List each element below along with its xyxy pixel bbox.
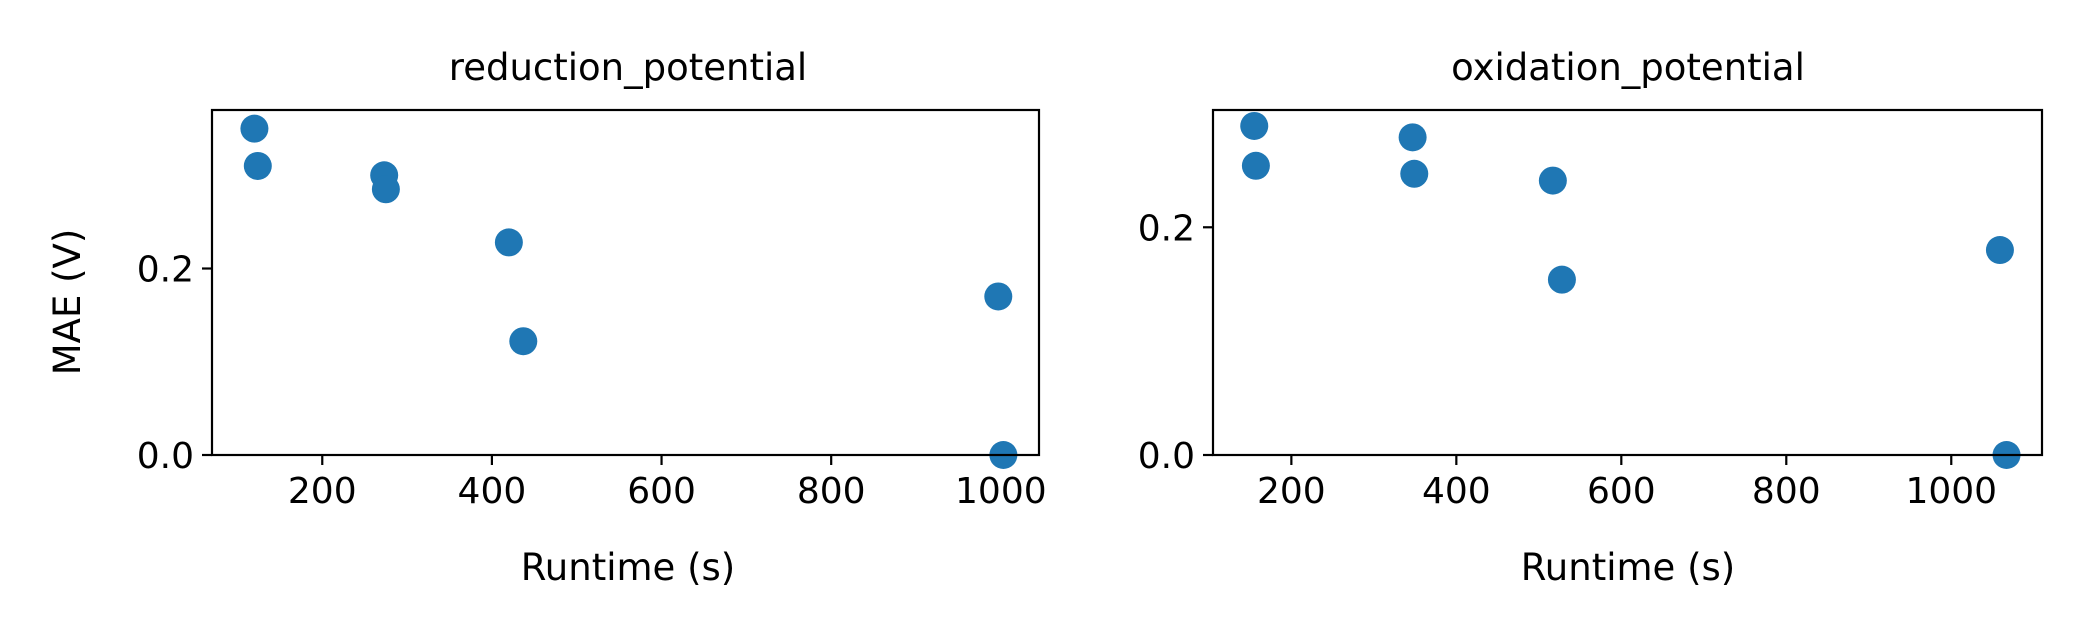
x-tick-label: 400 bbox=[1422, 471, 1491, 512]
x-axis-label: Runtime (s) bbox=[521, 546, 735, 589]
x-tick-label: 600 bbox=[627, 471, 696, 512]
data-point bbox=[1985, 236, 2014, 265]
ticks: 200 400 600 800 1000 0.0 0.2 bbox=[1138, 208, 1997, 512]
x-tick-label: 600 bbox=[1587, 471, 1656, 512]
data-point bbox=[509, 327, 538, 356]
y-tick-label: 0.0 bbox=[137, 436, 194, 477]
x-tick-label: 200 bbox=[1257, 471, 1326, 512]
x-tick-label: 800 bbox=[1752, 471, 1821, 512]
data-point bbox=[1547, 265, 1576, 294]
data-point bbox=[494, 228, 523, 257]
ticks: 200 400 600 800 1000 0.0 0.2 bbox=[137, 250, 1047, 512]
x-tick-label: 200 bbox=[288, 471, 357, 512]
axes-frame bbox=[210, 108, 1041, 457]
data-point bbox=[371, 175, 400, 204]
data-point bbox=[1538, 166, 1567, 195]
panel-reduction-potential: reduction_potential MAE (V) Runtime (s) … bbox=[46, 46, 1047, 589]
data-point bbox=[243, 151, 272, 180]
data-point bbox=[1241, 151, 1270, 180]
y-tick-label: 0.0 bbox=[1138, 436, 1195, 477]
x-tick-label: 800 bbox=[797, 471, 866, 512]
axes-frame bbox=[1211, 108, 2044, 457]
x-tick-label: 1000 bbox=[955, 471, 1047, 512]
panel-title: reduction_potential bbox=[449, 46, 807, 89]
x-tick-label: 400 bbox=[458, 471, 527, 512]
panel-title: oxidation_potential bbox=[1451, 46, 1805, 89]
data-point bbox=[1240, 111, 1269, 140]
marks bbox=[1240, 111, 2021, 469]
x-axis-label: Runtime (s) bbox=[1521, 546, 1735, 589]
y-tick-label: 0.2 bbox=[137, 250, 194, 291]
data-point bbox=[1400, 159, 1429, 188]
y-axis-label: MAE (V) bbox=[46, 229, 89, 376]
data-point bbox=[984, 282, 1013, 311]
y-tick-label: 0.2 bbox=[1138, 208, 1195, 249]
panel-oxidation-potential: oxidation_potential Runtime (s) 200 400 60… bbox=[1138, 46, 2044, 589]
x-tick-label: 1000 bbox=[1905, 471, 1997, 512]
data-point bbox=[1398, 123, 1427, 152]
marks bbox=[240, 114, 1018, 469]
data-point bbox=[240, 114, 269, 143]
